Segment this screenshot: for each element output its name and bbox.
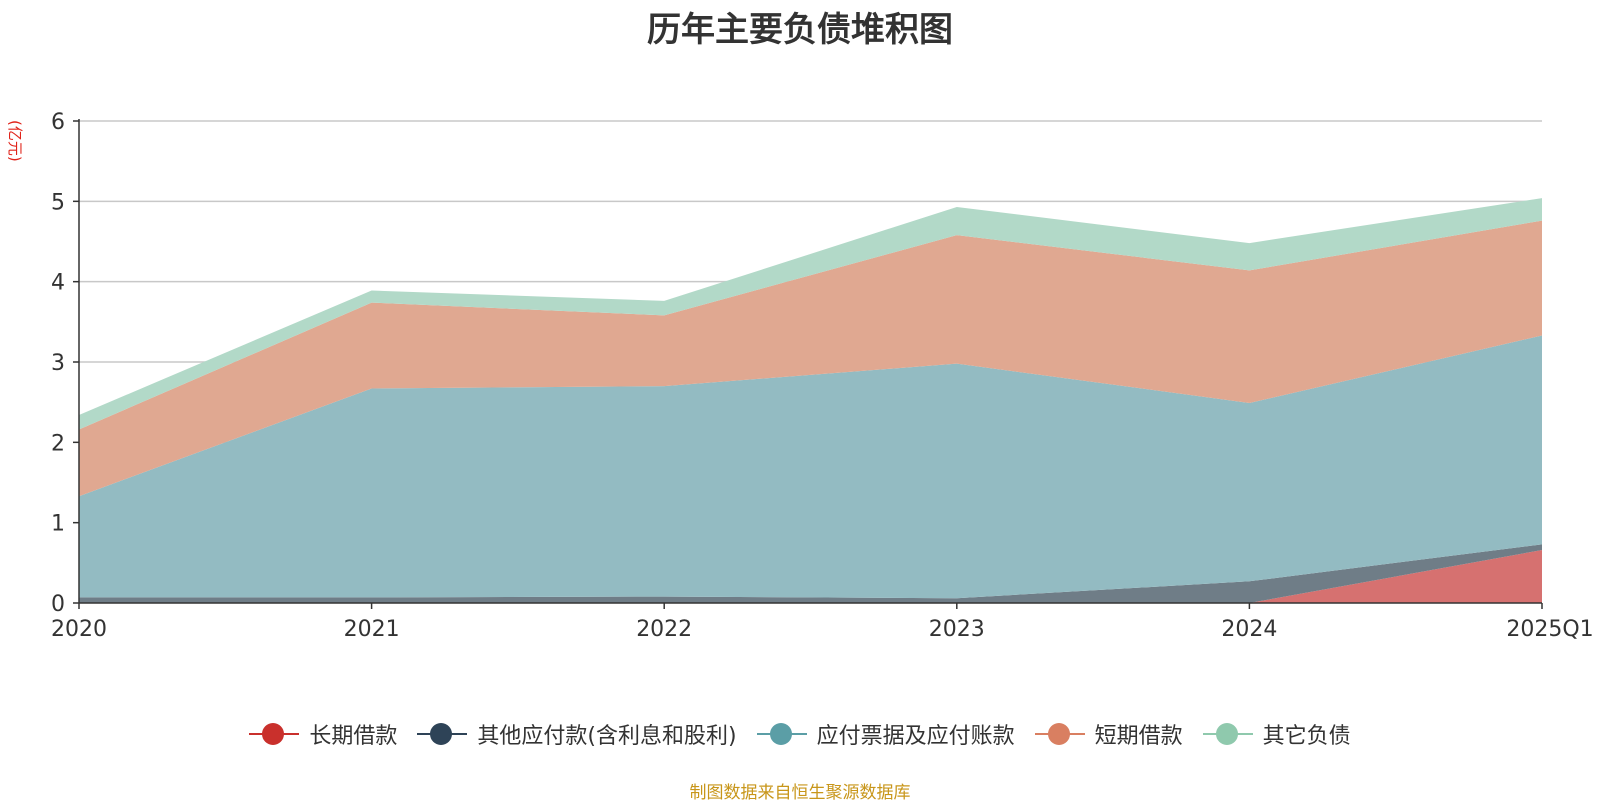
- legend-label: 应付票据及应付账款: [816, 724, 1015, 749]
- area-series-应付票据及应付账款: [79, 335, 1542, 599]
- x-tick-label: 2022: [636, 617, 692, 642]
- legend-label: 其它负债: [1262, 724, 1351, 749]
- area-series-其他应付款(含利息和股利): [79, 544, 1542, 603]
- legend-item[interactable]: 其他应付款(含利息和股利): [417, 718, 737, 750]
- y-tick-label: 6: [51, 110, 65, 135]
- area-series-其它负债: [79, 198, 1542, 430]
- chart-title: 历年主要负债堆积图: [647, 10, 953, 50]
- legend-marker-icon: [756, 722, 807, 746]
- x-tick-label: 2021: [344, 617, 400, 642]
- area-series-短期借款: [79, 220, 1542, 497]
- y-tick-label: 4: [51, 271, 65, 296]
- x-tick-label: 2025Q1: [1506, 617, 1593, 642]
- legend-label: 其他应付款(含利息和股利): [477, 724, 737, 749]
- tick-labels: 0 1 2 3 4 5 6 2020 2021 2022 2023 2024 2025Q1: [51, 110, 1594, 642]
- legend-item[interactable]: 长期借款: [249, 718, 397, 750]
- y-tick-label: 1: [51, 512, 65, 537]
- y-tick-label: 3: [51, 351, 65, 376]
- legend: 长期借款 其他应付款(含利息和股利) 应付票据及应付账款 短期借款 其它负债: [0, 718, 1600, 750]
- x-tick-label: 2020: [51, 617, 107, 642]
- x-tick-label: 2023: [929, 617, 985, 642]
- legend-marker-icon: [417, 722, 468, 746]
- legend-item[interactable]: 其它负债: [1202, 718, 1351, 750]
- x-tick-label: 2024: [1221, 617, 1277, 642]
- y-tick-label: 5: [51, 190, 65, 215]
- legend-label: 长期借款: [309, 724, 398, 749]
- legend-label: 短期借款: [1094, 724, 1183, 749]
- legend-marker-icon: [1202, 722, 1253, 746]
- area-series-长期借款: [79, 550, 1542, 603]
- area-series: [79, 198, 1542, 603]
- source-note: 制图数据来自恒生聚源数据库: [689, 783, 911, 803]
- y-tick-label: 2: [51, 431, 65, 456]
- axes: [73, 119, 1543, 609]
- legend-item[interactable]: 应付票据及应付账款: [756, 718, 1015, 750]
- y-tick-label: 0: [51, 592, 65, 617]
- legend-marker-icon: [249, 722, 300, 746]
- legend-item[interactable]: 短期借款: [1034, 718, 1183, 750]
- legend-marker-icon: [1034, 722, 1085, 746]
